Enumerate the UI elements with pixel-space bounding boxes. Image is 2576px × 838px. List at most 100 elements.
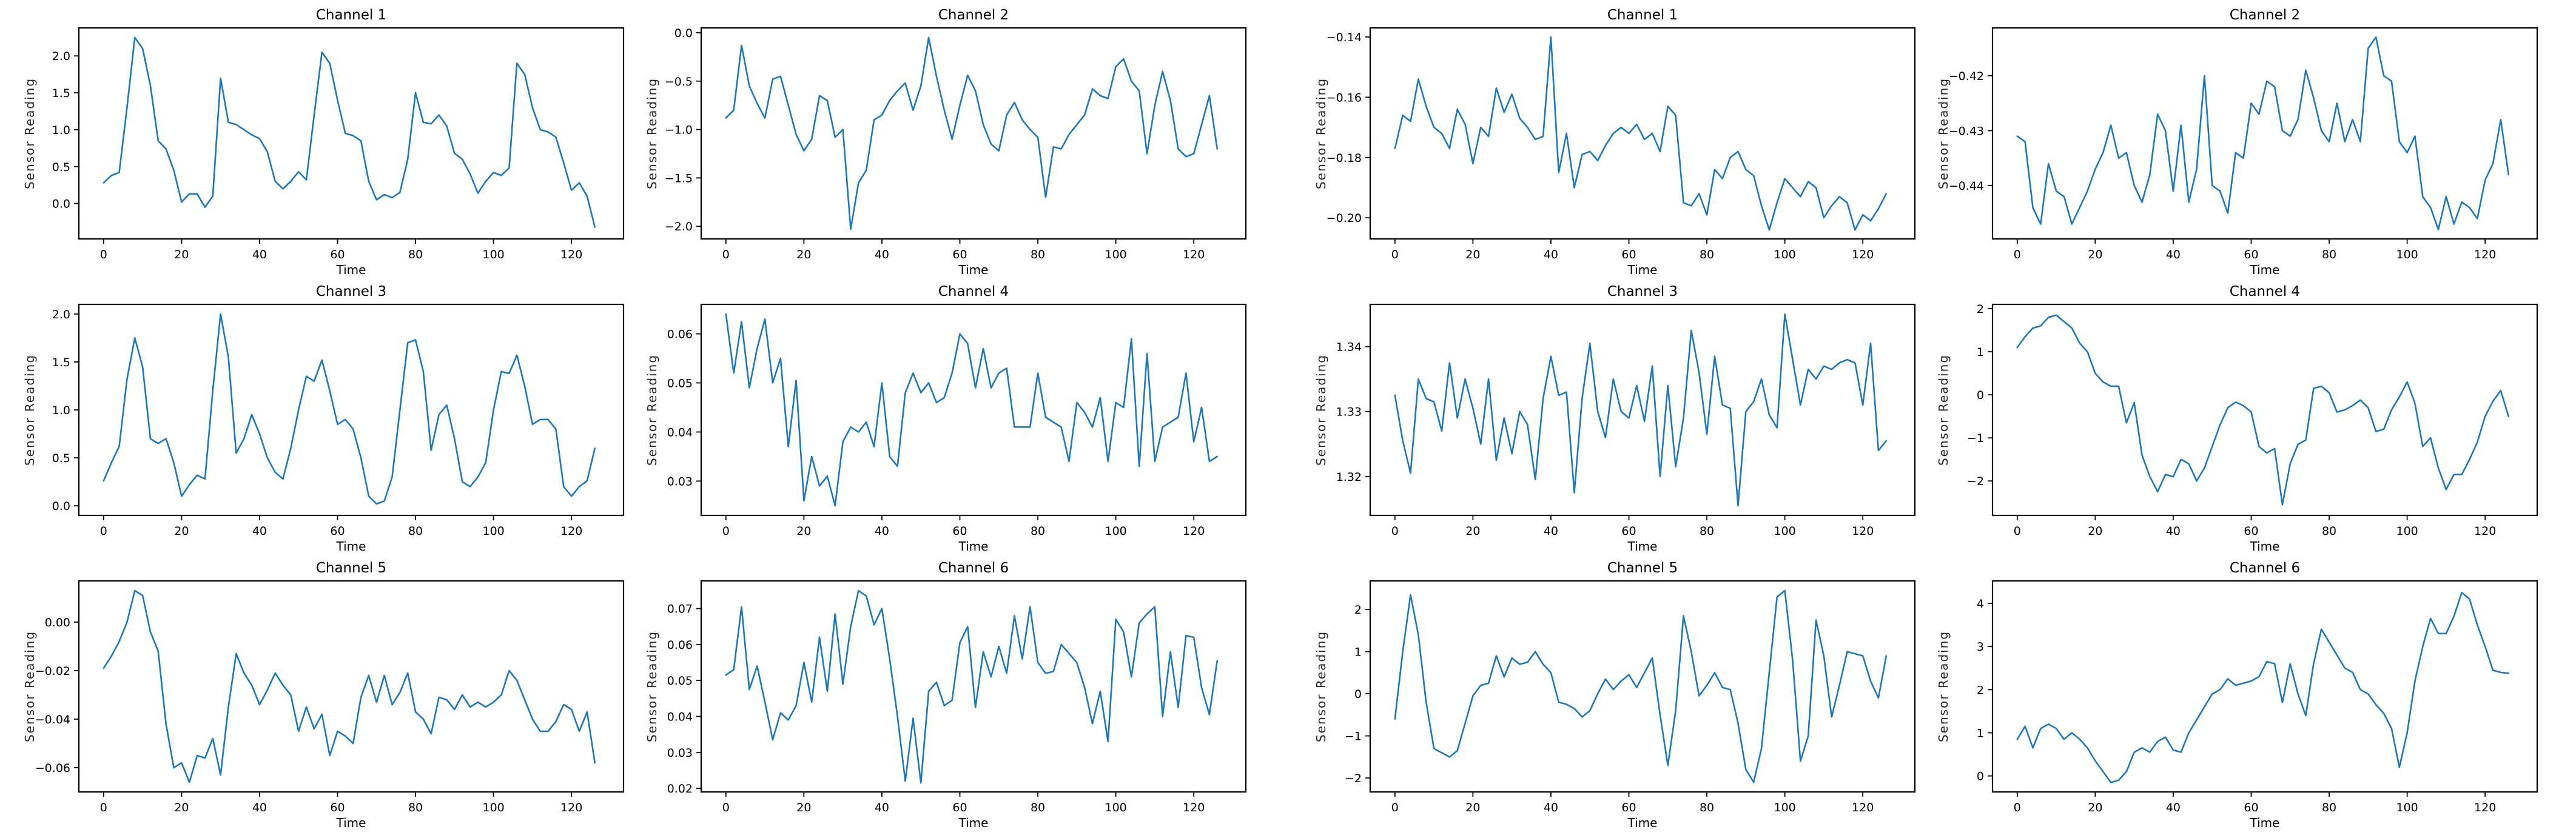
y-tick-label: 0 — [1977, 389, 1984, 402]
axes-frame — [78, 303, 625, 517]
axes-frame — [1991, 27, 2538, 240]
y-tick-label: 0.5 — [52, 452, 70, 465]
y-tick-label: 0.05 — [667, 674, 693, 688]
y-axis-label: Sensor Reading — [645, 354, 659, 466]
x-axis-label: Time — [2250, 816, 2280, 830]
x-tick-label: 100 — [1774, 801, 1795, 814]
x-tick-label: 40 — [2166, 248, 2181, 261]
y-axis-label: Sensor Reading — [1314, 631, 1328, 742]
subplot-left-channel-1: Channel 1 0 20 40 60 80 100 120 0.0 0.5 1.0 1.5 2.0 T… — [18, 4, 632, 278]
chart-title: Channel 3 — [1607, 284, 1678, 300]
y-tick-label: 0.04 — [667, 426, 693, 439]
x-tick-label: 20 — [174, 801, 189, 814]
y-tick-label: −0.20 — [1327, 212, 1362, 225]
series-line — [725, 589, 1219, 784]
x-tick-label: 100 — [482, 801, 504, 814]
y-tick-label: 0.0 — [674, 27, 693, 40]
y-tick-label: −0.44 — [1949, 179, 1984, 193]
y-tick-label: −0.43 — [1949, 124, 1984, 138]
subplot-left-channel-4: Channel 4 0 20 40 60 80 100 120 0.03 0.04 0.05 0.06… — [641, 280, 1254, 554]
x-tick-label: 60 — [952, 248, 967, 261]
x-tick-label: 60 — [952, 801, 967, 814]
chart-title: Channel 5 — [1607, 560, 1678, 576]
x-tick-label: 80 — [1700, 525, 1714, 538]
x-tick-label: 120 — [1852, 801, 1874, 814]
x-tick-label: 100 — [2396, 801, 2418, 814]
y-tick-label: 4 — [1977, 597, 1984, 611]
x-tick-label: 60 — [952, 525, 967, 538]
y-axis-label: Sensor Reading — [1936, 631, 1951, 742]
y-tick-label: 0.5 — [52, 161, 70, 174]
y-tick-label: 0.00 — [45, 616, 70, 629]
x-axis-label: Time — [336, 539, 366, 554]
series-line — [103, 36, 596, 228]
x-tick-label: 60 — [2244, 801, 2258, 814]
x-tick-label: 120 — [560, 248, 582, 261]
x-axis-label: Time — [958, 263, 989, 277]
x-tick-label: 20 — [796, 801, 811, 814]
chart-title: Channel 2 — [2230, 7, 2300, 23]
y-axis-label: Sensor Reading — [22, 78, 37, 189]
x-tick-label: 40 — [875, 248, 889, 261]
chart-svg: Channel 3 0 20 40 60 80 100 120 0.0 0.5 1.0 1.5 2.0 T… — [22, 284, 625, 554]
y-axis-label: Sensor Reading — [1314, 354, 1328, 466]
x-tick-label: 100 — [1105, 801, 1126, 814]
series-line — [103, 589, 596, 783]
x-tick-label: 20 — [1465, 801, 1480, 814]
series-line — [1394, 313, 1888, 507]
x-axis-label: Time — [2250, 263, 2280, 277]
x-tick-label: 0 — [722, 801, 730, 814]
x-tick-label: 40 — [2166, 525, 2181, 538]
x-tick-label: 0 — [2014, 248, 2021, 261]
x-axis-label: Time — [1627, 263, 1658, 277]
x-tick-label: 80 — [408, 801, 423, 814]
x-axis-label: Time — [1627, 539, 1658, 554]
y-tick-label: −2 — [1345, 772, 1362, 785]
series-line — [725, 313, 1219, 507]
x-tick-label: 80 — [1700, 248, 1714, 261]
y-axis-label: Sensor Reading — [645, 631, 659, 742]
x-tick-label: 0 — [1391, 248, 1399, 261]
y-tick-label: 1 — [1354, 646, 1362, 659]
x-tick-label: 60 — [2244, 525, 2258, 538]
y-tick-label: −0.42 — [1949, 70, 1984, 83]
x-tick-label: 60 — [1621, 801, 1636, 814]
y-tick-label: 0.03 — [667, 746, 693, 760]
chart-svg: Channel 6 0 20 40 60 80 100 120 0 1 2 3 4 Time Sensor … — [1936, 560, 2538, 830]
x-tick-label: 0 — [2014, 525, 2021, 538]
x-tick-label: 80 — [2322, 801, 2336, 814]
y-tick-label: 0.06 — [667, 639, 693, 652]
x-tick-label: 100 — [1105, 248, 1126, 261]
series-line — [2016, 314, 2510, 506]
subplot-left-channel-5: Channel 5 0 20 40 60 80 100 120 0.00 −0.02 −0.04 −0… — [18, 557, 632, 831]
x-tick-label: 120 — [560, 801, 582, 814]
x-tick-label: 120 — [1183, 525, 1205, 538]
y-tick-label: −0.18 — [1327, 152, 1362, 165]
x-tick-label: 120 — [1852, 248, 1874, 261]
x-axis-label: Time — [336, 816, 366, 830]
x-tick-label: 100 — [482, 525, 504, 538]
subplot-right-channel-4: Channel 4 0 20 40 60 80 100 120 2 1 0 −1 −2 Time Senso… — [1932, 280, 2546, 554]
x-tick-label: 20 — [2088, 248, 2102, 261]
y-tick-label: 1.5 — [52, 87, 70, 100]
y-tick-label: 0.0 — [52, 500, 70, 513]
y-tick-label: 1.33 — [1336, 406, 1362, 419]
x-tick-label: 100 — [482, 248, 504, 261]
chart-svg: Channel 4 0 20 40 60 80 100 120 2 1 0 −1 −2 Time Senso… — [1936, 284, 2538, 554]
x-tick-label: 0 — [2014, 801, 2021, 814]
x-tick-label: 0 — [722, 248, 730, 261]
x-tick-label: 0 — [100, 525, 107, 538]
y-tick-label: −1 — [1345, 730, 1362, 743]
x-tick-label: 80 — [2322, 525, 2336, 538]
x-axis-label: Time — [1627, 816, 1658, 830]
subplot-right-channel-5: Channel 5 0 20 40 60 80 100 120 2 1 0 −1 −2 Time Senso… — [1310, 557, 1923, 831]
x-tick-label: 120 — [2474, 801, 2496, 814]
y-tick-label: 1 — [1977, 727, 1984, 740]
subplot-left-channel-3: Channel 3 0 20 40 60 80 100 120 0.0 0.5 1.0 1.5 2.0 T… — [18, 280, 632, 554]
series-line — [2016, 591, 2510, 783]
x-tick-label: 20 — [1465, 248, 1480, 261]
chart-svg: Channel 2 0 20 40 60 80 100 120 −0.42 −0.43 −0.44 T… — [1936, 7, 2538, 277]
y-tick-label: −1.5 — [665, 172, 693, 185]
x-tick-label: 60 — [330, 248, 345, 261]
